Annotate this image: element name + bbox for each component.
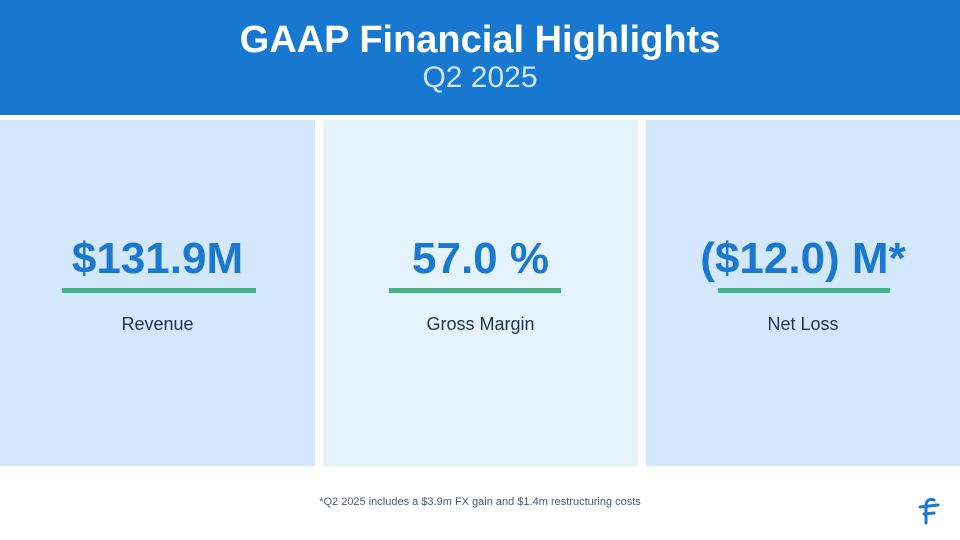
metric-panel-net-loss: ($12.0) M* Net Loss	[646, 120, 960, 466]
page-title: GAAP Financial Highlights	[239, 19, 721, 61]
metric-label-gross-margin: Gross Margin	[426, 314, 535, 334]
footnote: *Q2 2025 includes a $3.9m FX gain and $1…	[319, 496, 641, 508]
metric-underline	[718, 288, 890, 293]
metric-panel-revenue: $131.9M Revenue	[0, 120, 315, 466]
metric-underline	[62, 288, 256, 293]
metric-value-net-loss: ($12.0) M*	[700, 234, 906, 283]
metric-panel-gross-margin: 57.0 % Gross Margin	[323, 120, 638, 466]
metric-label-revenue: Revenue	[121, 314, 194, 334]
metric-underline	[389, 288, 561, 293]
page-subtitle: Q2 2025	[422, 61, 538, 94]
metric-value-gross-margin: 57.0 %	[412, 234, 549, 283]
metric-value-revenue: $131.9M	[71, 234, 244, 283]
header-banner: GAAP Financial Highlights Q2 2025	[0, 0, 960, 115]
brand-logo-icon	[918, 497, 940, 525]
metric-label-net-loss: Net Loss	[767, 314, 839, 334]
